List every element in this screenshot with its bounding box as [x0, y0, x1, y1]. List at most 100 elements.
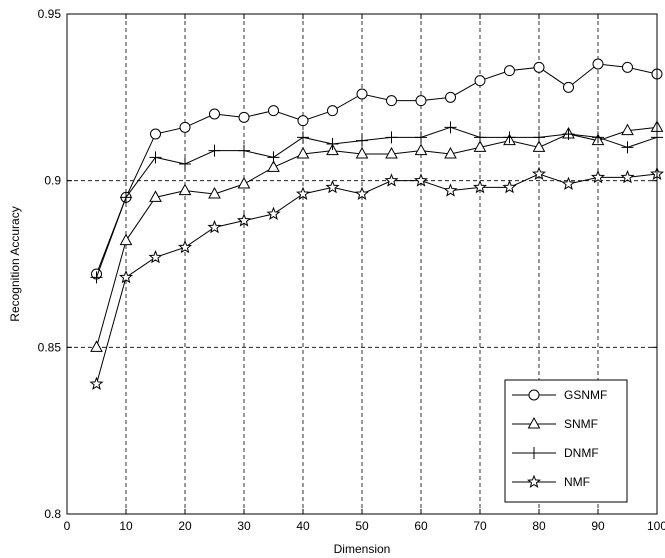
legend-label-nmf: NMF [564, 475, 590, 489]
data-point-gsnmf [622, 61, 633, 73]
data-point-snmf [385, 146, 398, 159]
data-point-dnmf [326, 138, 339, 150]
data-point-nmf [207, 219, 222, 234]
data-point-dnmf [208, 144, 221, 157]
series-snmf [90, 120, 664, 352]
data-point-nmf [590, 169, 606, 184]
y-tick-label: 0.9 [44, 174, 61, 188]
data-point-dnmf [562, 128, 575, 140]
legend-item-nmf: NMF [512, 474, 590, 489]
data-point-dnmf [356, 134, 368, 147]
data-point-snmf [178, 183, 192, 196]
data-point-gsnmf [327, 105, 338, 117]
data-point-gsnmf [445, 91, 456, 103]
data-point-snmf [444, 146, 457, 159]
data-point-gsnmf [474, 75, 486, 87]
data-point-nmf [561, 176, 576, 190]
series-line-gsnmf [96, 63, 658, 275]
legend-box [504, 379, 628, 503]
data-point-gsnmf [238, 111, 250, 123]
data-point-dnmf [120, 191, 132, 204]
data-point-dnmf [444, 121, 457, 134]
data-point-nmf [472, 179, 488, 194]
x-tick-label: 60 [414, 519, 428, 533]
y-tick-label: 0.8 [44, 507, 61, 521]
x-axis-label: Dimension [334, 542, 391, 556]
data-point-dnmf [179, 158, 191, 170]
data-point-gsnmf [415, 95, 427, 107]
data-point-nmf [531, 166, 547, 180]
legend-items: GSNMF SNMF DNMF NMF [512, 388, 607, 489]
x-tick-label: 50 [355, 519, 369, 533]
data-point-dnmf [474, 131, 486, 144]
data-point-dnmf [415, 131, 427, 144]
data-point-gsnmf [268, 105, 279, 117]
data-point-nmf [295, 186, 311, 200]
y-tick-label: 0.85 [38, 340, 62, 354]
legend-label-dnmf: DNMF [564, 446, 599, 460]
data-point-nmf [443, 183, 458, 197]
data-point-snmf [237, 176, 251, 189]
data-point-snmf [119, 233, 133, 246]
ticks: 0 10 20 30 40 50 60 70 80 90 100 0.8 0.85 0.9 0.95 [38, 7, 665, 533]
data-point-gsnmf [533, 61, 545, 73]
data-point-nmf [354, 186, 370, 200]
data-point-snmf [473, 140, 487, 152]
data-point-dnmf [621, 141, 634, 154]
legend-marker-snmf [527, 416, 541, 429]
series-gsnmf [91, 58, 663, 280]
data-point-dnmf [149, 151, 162, 164]
x-tick-label: 100 [647, 519, 665, 533]
data-point-dnmf [267, 151, 280, 164]
y-tick-label: 0.95 [38, 7, 62, 21]
data-point-dnmf [503, 131, 516, 144]
legend-marker-nmf [526, 474, 542, 488]
data-point-gsnmf [179, 121, 191, 133]
data-point-gsnmf [356, 88, 368, 100]
data-point-dnmf [238, 144, 250, 157]
legend-item-snmf: SNMF [512, 416, 598, 431]
y-axis-label: Recognition Accuracy [8, 206, 22, 321]
x-tick-label: 70 [473, 519, 487, 533]
x-tick-label: 10 [119, 519, 133, 533]
data-point-gsnmf [386, 95, 397, 107]
data-point-snmf [532, 140, 546, 152]
x-tick-label: 40 [296, 519, 310, 533]
data-point-gsnmf [297, 115, 309, 127]
data-point-snmf [414, 143, 428, 156]
data-point-snmf [355, 146, 369, 159]
data-point-nmf [502, 179, 517, 194]
x-tick-label: 0 [64, 519, 71, 533]
data-point-nmf [325, 179, 340, 194]
data-point-snmf [296, 146, 310, 159]
data-point-dnmf [90, 271, 103, 284]
legend-marker-gsnmf [528, 389, 540, 401]
data-point-nmf [148, 249, 163, 264]
data-point-nmf [89, 376, 104, 390]
data-point-nmf [384, 173, 399, 187]
legend-item-gsnmf: GSNMF [512, 388, 607, 402]
x-tick-label: 30 [237, 519, 251, 533]
data-point-nmf [177, 239, 193, 254]
data-point-gsnmf [504, 65, 515, 77]
legend-label-snmf: SNMF [564, 417, 598, 431]
data-point-dnmf [297, 131, 309, 144]
data-point-nmf [118, 269, 134, 284]
data-point-gsnmf [150, 128, 161, 140]
series-dnmf [90, 121, 663, 284]
data-point-nmf [413, 173, 429, 187]
data-point-snmf [90, 340, 103, 352]
x-tick-label: 80 [532, 519, 546, 533]
data-point-nmf [620, 169, 635, 184]
data-point-gsnmf [592, 58, 604, 70]
series-line-snmf [96, 126, 658, 348]
data-point-dnmf [533, 131, 545, 144]
x-tick-label: 20 [178, 519, 192, 533]
data-point-snmf [149, 190, 162, 202]
data-point-nmf [236, 213, 252, 227]
data-point-nmf [266, 206, 281, 220]
data-point-snmf [208, 186, 221, 199]
x-tick-label: 90 [591, 519, 605, 533]
legend-label-gsnmf: GSNMF [564, 388, 607, 402]
